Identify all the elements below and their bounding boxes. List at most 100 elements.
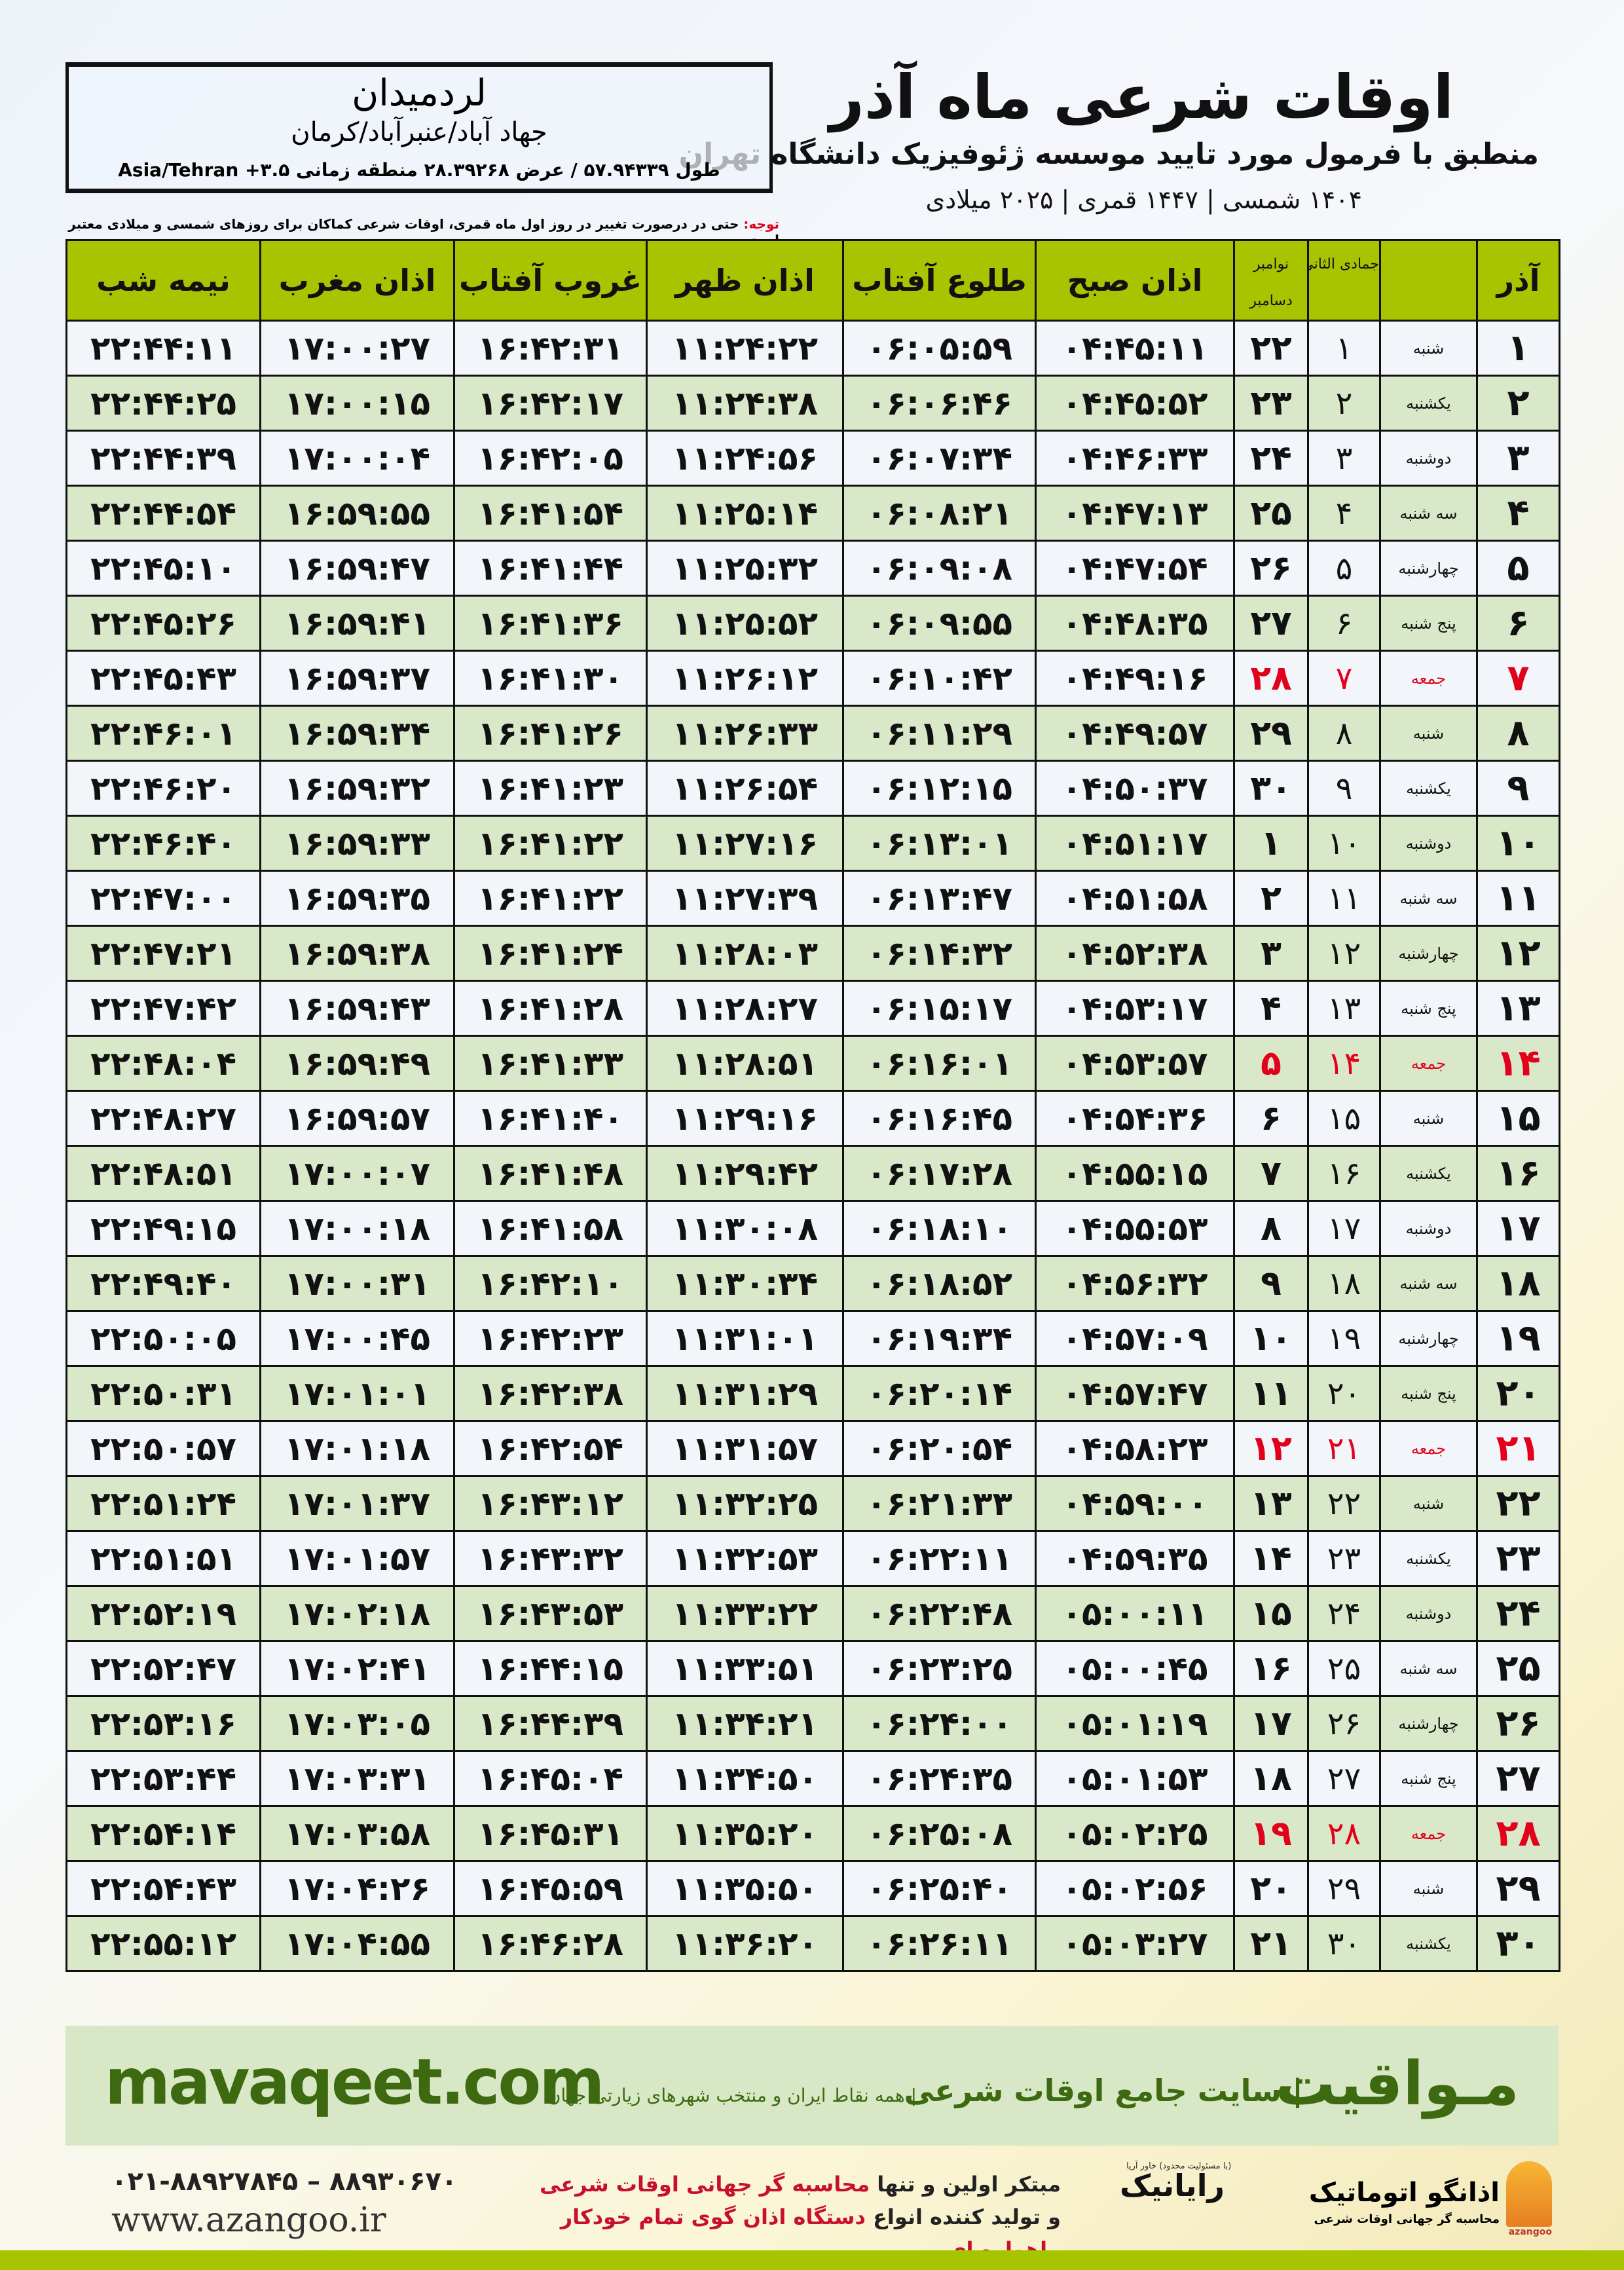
fajr-time: ۰۴:۵۹:۰۰ bbox=[1035, 1475, 1235, 1532]
azar-day: ۲ bbox=[1476, 375, 1560, 432]
mosque-dome-icon bbox=[1506, 2161, 1552, 2227]
sunset-time: ۱۶:۴۱:۲۸ bbox=[453, 980, 648, 1037]
hijri-day: ۱۱ bbox=[1307, 870, 1381, 927]
sunset-time: ۱۶:۴۱:۵۴ bbox=[453, 485, 648, 542]
azangoo-website[interactable]: www.azangoo.ir bbox=[111, 2201, 386, 2240]
hijri-day: ۶ bbox=[1307, 595, 1381, 652]
hijri-day: ۱۶ bbox=[1307, 1145, 1381, 1202]
table-row: ۳۰ یکشنبه ۳۰ ۲۱ ۰۵:۰۳:۲۷ ۰۶:۲۶:۱۱ ۱۱:۳۶:۲۰ ۱۶:۴… bbox=[65, 1915, 1560, 1972]
azangoo-logo: اذانگو اتوماتیک محاسبه گر جهانی اوقات شر… bbox=[1303, 2161, 1552, 2237]
header-dhuhr: اذان ظهر bbox=[646, 239, 844, 322]
promo-line1a: مبتکر اولین و تنها bbox=[870, 2172, 1061, 2197]
sunrise-time: ۰۶:۲۴:۰۰ bbox=[842, 1695, 1037, 1752]
azar-day: ۶ bbox=[1476, 595, 1560, 652]
fajr-time: ۰۴:۴۷:۱۳ bbox=[1035, 485, 1235, 542]
hijri-day: ۳ bbox=[1307, 430, 1381, 487]
site-url[interactable]: mavaqeet.com bbox=[105, 2045, 604, 2119]
weekday: دوشنبه bbox=[1379, 1200, 1478, 1257]
weekday: شنبه bbox=[1379, 705, 1478, 762]
hijri-day: ۱۲ bbox=[1307, 925, 1381, 982]
table-row: ۱۱ سه شنبه ۱۱ ۲ ۰۴:۵۱:۵۸ ۰۶:۱۳:۴۷ ۱۱:۲۷:۳۹ ۱۶:۴… bbox=[65, 870, 1560, 927]
table-row: ۲۷ پنج شنبه ۲۷ ۱۸ ۰۵:۰۱:۵۳ ۰۶:۲۴:۳۵ ۱۱:۳۴:۵۰ ۱۶… bbox=[65, 1750, 1560, 1807]
mavaqeet-banner[interactable]: mavaqeet.com مـواقیت | سایت جامع اوقات ش… bbox=[65, 2026, 1559, 2146]
weekday: پنج شنبه bbox=[1379, 980, 1478, 1037]
azar-day: ۱۸ bbox=[1476, 1255, 1560, 1312]
maghrib-time: ۱۶:۵۹:۳۷ bbox=[259, 650, 455, 707]
maghrib-time: ۱۷:۰۰:۱۸ bbox=[259, 1200, 455, 1257]
gregorian-day: ۷ bbox=[1233, 1145, 1309, 1202]
hijri-day: ۱۳ bbox=[1307, 980, 1381, 1037]
sunset-time: ۱۶:۴۱:۲۴ bbox=[453, 925, 648, 982]
sunrise-time: ۰۶:۱۷:۲۸ bbox=[842, 1145, 1037, 1202]
hijri-day: ۲۹ bbox=[1307, 1860, 1381, 1917]
promo-line1b: محاسبه گر جهانی اوقات شرعی bbox=[540, 2172, 870, 2197]
gregorian-day: ۲۶ bbox=[1233, 540, 1309, 597]
azar-day: ۲۶ bbox=[1476, 1695, 1560, 1752]
fajr-time: ۰۴:۵۵:۵۳ bbox=[1035, 1200, 1235, 1257]
sunrise-time: ۰۶:۰۵:۵۹ bbox=[842, 320, 1037, 377]
dhuhr-time: ۱۱:۳۰:۳۴ bbox=[646, 1255, 844, 1312]
sunset-time: ۱۶:۴۱:۳۶ bbox=[453, 595, 648, 652]
hijri-day: ۲۸ bbox=[1307, 1805, 1381, 1862]
header-nov: نوامبر bbox=[1253, 256, 1289, 272]
rayanic-logo: رایانیک bbox=[1120, 2168, 1225, 2203]
sunrise-time: ۰۶:۲۰:۱۴ bbox=[842, 1365, 1037, 1422]
weekday: جمعه bbox=[1379, 1035, 1478, 1092]
sunrise-time: ۰۶:۱۱:۲۹ bbox=[842, 705, 1037, 762]
hijri-day: ۱۵ bbox=[1307, 1090, 1381, 1147]
header-gregorian: نوامبر دسامبر bbox=[1233, 239, 1309, 322]
sunset-time: ۱۶:۴۲:۳۸ bbox=[453, 1365, 648, 1422]
weekday: جمعه bbox=[1379, 650, 1478, 707]
note: توجه: حتی در درصورت تغییر در روز اول ماه… bbox=[65, 216, 779, 248]
maghrib-time: ۱۶:۵۹:۴۹ bbox=[259, 1035, 455, 1092]
azar-day: ۱۰ bbox=[1476, 815, 1560, 872]
table-row: ۱ شنبه ۱ ۲۲ ۰۴:۴۵:۱۱ ۰۶:۰۵:۵۹ ۱۱:۲۴:۲۲ ۱۶:۴۲:۳۱… bbox=[65, 320, 1560, 377]
weekday: دوشنبه bbox=[1379, 1585, 1478, 1642]
azar-day: ۱۴ bbox=[1476, 1035, 1560, 1092]
table-row: ۲۳ یکشنبه ۲۳ ۱۴ ۰۴:۵۹:۳۵ ۰۶:۲۲:۱۱ ۱۱:۳۲:۵۳ ۱۶:۴… bbox=[65, 1530, 1560, 1587]
table-row: ۴ سه شنبه ۴ ۲۵ ۰۴:۴۷:۱۳ ۰۶:۰۸:۲۱ ۱۱:۲۵:۱۴ ۱۶:۴۱… bbox=[65, 485, 1560, 542]
sunset-time: ۱۶:۴۲:۱۷ bbox=[453, 375, 648, 432]
gregorian-day: ۲۵ bbox=[1233, 485, 1309, 542]
gregorian-day: ۱ bbox=[1233, 815, 1309, 872]
rayanic-subtitle: (با مسئولیت محدود) خاور آریا bbox=[1126, 2161, 1232, 2171]
azar-day: ۹ bbox=[1476, 760, 1560, 817]
fajr-time: ۰۴:۵۷:۰۹ bbox=[1035, 1310, 1235, 1367]
azar-day: ۲۴ bbox=[1476, 1585, 1560, 1642]
maghrib-time: ۱۶:۵۹:۳۳ bbox=[259, 815, 455, 872]
sunset-time: ۱۶:۴۵:۵۹ bbox=[453, 1860, 648, 1917]
promo-line2a: و تولید کننده انواع bbox=[865, 2205, 1061, 2229]
dhuhr-time: ۱۱:۲۴:۲۲ bbox=[646, 320, 844, 377]
dhuhr-time: ۱۱:۳۰:۰۸ bbox=[646, 1200, 844, 1257]
hijri-day: ۳۰ bbox=[1307, 1915, 1381, 1972]
azangoo-subtitle: محاسبه گر جهانی اوقات شرعی bbox=[1314, 2212, 1500, 2226]
hijri-day: ۲ bbox=[1307, 375, 1381, 432]
azar-day: ۲۸ bbox=[1476, 1805, 1560, 1862]
fajr-time: ۰۴:۵۹:۳۵ bbox=[1035, 1530, 1235, 1587]
azar-day: ۲۲ bbox=[1476, 1475, 1560, 1532]
sunset-time: ۱۶:۴۳:۱۲ bbox=[453, 1475, 648, 1532]
weekday: دوشنبه bbox=[1379, 430, 1478, 487]
midnight-time: ۲۲:۵۰:۳۱ bbox=[65, 1365, 261, 1422]
header-hijri: جمادی الثانی bbox=[1307, 239, 1381, 322]
maghrib-time: ۱۶:۵۹:۵۷ bbox=[259, 1090, 455, 1147]
dhuhr-time: ۱۱:۳۵:۲۰ bbox=[646, 1805, 844, 1862]
midnight-time: ۲۲:۵۳:۴۴ bbox=[65, 1750, 261, 1807]
dhuhr-time: ۱۱:۲۴:۵۶ bbox=[646, 430, 844, 487]
location-coordinates: طول ۵۷.۹۴۳۳۹ / عرض ۲۸.۳۹۲۶۸ منطقه زمانی … bbox=[118, 159, 720, 181]
midnight-time: ۲۲:۵۴:۴۳ bbox=[65, 1860, 261, 1917]
maghrib-time: ۱۷:۰۰:۴۵ bbox=[259, 1310, 455, 1367]
sunset-time: ۱۶:۴۱:۵۸ bbox=[453, 1200, 648, 1257]
sunrise-time: ۰۶:۱۹:۳۴ bbox=[842, 1310, 1037, 1367]
fajr-time: ۰۴:۵۲:۳۸ bbox=[1035, 925, 1235, 982]
midnight-time: ۲۲:۴۹:۴۰ bbox=[65, 1255, 261, 1312]
header-fajr: اذان صبح bbox=[1035, 239, 1235, 322]
sunset-time: ۱۶:۴۴:۱۵ bbox=[453, 1640, 648, 1697]
note-text: حتی در درصورت تغییر در روز اول ماه قمری،… bbox=[68, 216, 779, 248]
maghrib-time: ۱۷:۰۳:۰۵ bbox=[259, 1695, 455, 1752]
dhuhr-time: ۱۱:۲۸:۲۷ bbox=[646, 980, 844, 1037]
table-row: ۶ پنج شنبه ۶ ۲۷ ۰۴:۴۸:۳۵ ۰۶:۰۹:۵۵ ۱۱:۲۵:۵۲ ۱۶:۴… bbox=[65, 595, 1560, 652]
header-maghrib: اذان مغرب bbox=[259, 239, 455, 322]
maghrib-time: ۱۷:۰۳:۵۸ bbox=[259, 1805, 455, 1862]
weekday: جمعه bbox=[1379, 1805, 1478, 1862]
